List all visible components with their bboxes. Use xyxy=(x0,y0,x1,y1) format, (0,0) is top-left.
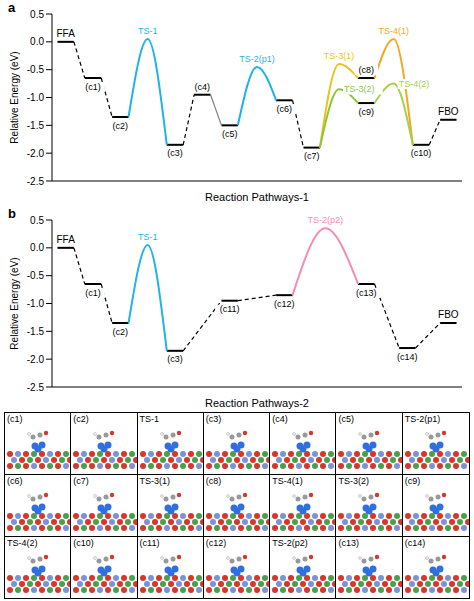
svg-text:0.5: 0.5 xyxy=(30,9,44,20)
svg-text:(c1): (c1) xyxy=(85,288,101,298)
svg-text:-2.0: -2.0 xyxy=(27,148,45,159)
svg-text:Relative Energy (eV): Relative Energy (eV) xyxy=(9,257,20,349)
svg-text:FBO: FBO xyxy=(438,106,459,117)
svg-text:TS-2(p1): TS-2(p1) xyxy=(239,54,275,64)
svg-text:Relative Energy (eV): Relative Energy (eV) xyxy=(9,51,20,143)
html-text:TS-2(p1): TS-2(p1) xyxy=(404,414,441,424)
html-text:(c8): (c8) xyxy=(205,476,222,486)
html-text:(c13): (c13) xyxy=(338,538,359,548)
svg-text:-0.5: -0.5 xyxy=(27,270,45,281)
html-text:(c2): (c2) xyxy=(73,414,89,424)
html-text:(c3): (c3) xyxy=(205,414,222,424)
html-text:TS-1: TS-1 xyxy=(139,414,160,424)
html-text:(c7): (c7) xyxy=(73,476,89,486)
svg-text:TS-3(1): TS-3(1) xyxy=(324,51,355,61)
svg-text:(c13): (c13) xyxy=(356,288,377,298)
svg-text:(c12): (c12) xyxy=(274,299,295,309)
svg-text:(c8): (c8) xyxy=(359,65,375,75)
svg-text:(c3): (c3) xyxy=(167,354,183,364)
html-text:TS-3(2): TS-3(2) xyxy=(338,476,369,486)
svg-text:-1.0: -1.0 xyxy=(27,298,45,309)
svg-text:(c7): (c7) xyxy=(304,151,320,161)
svg-text:-2.0: -2.0 xyxy=(27,354,45,365)
html-text:TS-4(2): TS-4(2) xyxy=(7,538,38,548)
html-text:TS-3(1): TS-3(1) xyxy=(139,476,171,486)
svg-text:-1.0: -1.0 xyxy=(27,92,45,103)
svg-text:(c11): (c11) xyxy=(220,304,240,314)
svg-text:TS-4(1): TS-4(1) xyxy=(378,26,409,36)
html-text:(c12): (c12) xyxy=(205,538,227,548)
svg-text:-1.5: -1.5 xyxy=(27,326,45,337)
svg-text:-2.5: -2.5 xyxy=(27,176,45,187)
svg-text:-0.5: -0.5 xyxy=(27,64,45,75)
html-text:(c11): (c11) xyxy=(139,538,160,548)
svg-text:TS-1: TS-1 xyxy=(138,232,158,242)
html-text:TS-4(1): TS-4(1) xyxy=(272,476,303,486)
svg-text:0.0: 0.0 xyxy=(30,242,44,253)
html-text:(c14): (c14) xyxy=(404,538,426,548)
svg-text:TS-1: TS-1 xyxy=(138,26,158,36)
svg-text:TS-3(2): TS-3(2) xyxy=(344,84,375,94)
html-text:(c9): (c9) xyxy=(404,476,421,486)
html-text:(c10): (c10) xyxy=(73,538,94,548)
html-text:a: a xyxy=(8,0,16,15)
svg-text:TS-4(2): TS-4(2) xyxy=(399,79,430,89)
svg-text:Reaction Pathways-1: Reaction Pathways-1 xyxy=(205,191,309,203)
svg-text:Reaction Pathways-2: Reaction Pathways-2 xyxy=(205,397,309,409)
svg-text:(c1): (c1) xyxy=(85,82,101,92)
svg-text:FFA: FFA xyxy=(56,234,75,245)
svg-text:(c6): (c6) xyxy=(277,104,293,114)
html-text:(c4): (c4) xyxy=(272,414,288,424)
svg-text:-2.5: -2.5 xyxy=(27,382,45,393)
svg-text:0.5: 0.5 xyxy=(30,215,44,226)
svg-text:(c3): (c3) xyxy=(167,148,183,158)
svg-text:0.0: 0.0 xyxy=(30,36,44,47)
html-text:(c6): (c6) xyxy=(7,476,23,486)
svg-text:FBO: FBO xyxy=(438,309,459,320)
svg-text:-1.5: -1.5 xyxy=(27,120,45,131)
html-text:(c1): (c1) xyxy=(7,414,23,424)
svg-text:(c5): (c5) xyxy=(222,129,238,139)
svg-text:(c10): (c10) xyxy=(411,148,432,158)
html-text:TS-2(p2): TS-2(p2) xyxy=(272,538,308,548)
svg-text:(c9): (c9) xyxy=(359,107,375,117)
svg-text:(c4): (c4) xyxy=(195,82,211,92)
svg-text:(c14): (c14) xyxy=(397,352,418,362)
svg-text:TS-2(p2): TS-2(p2) xyxy=(308,215,344,225)
html-text:b: b xyxy=(8,206,16,221)
html-text:(c5): (c5) xyxy=(338,414,354,424)
svg-text:(c2): (c2) xyxy=(113,121,129,131)
svg-text:(c2): (c2) xyxy=(113,327,129,337)
svg-text:FFA: FFA xyxy=(56,28,75,39)
